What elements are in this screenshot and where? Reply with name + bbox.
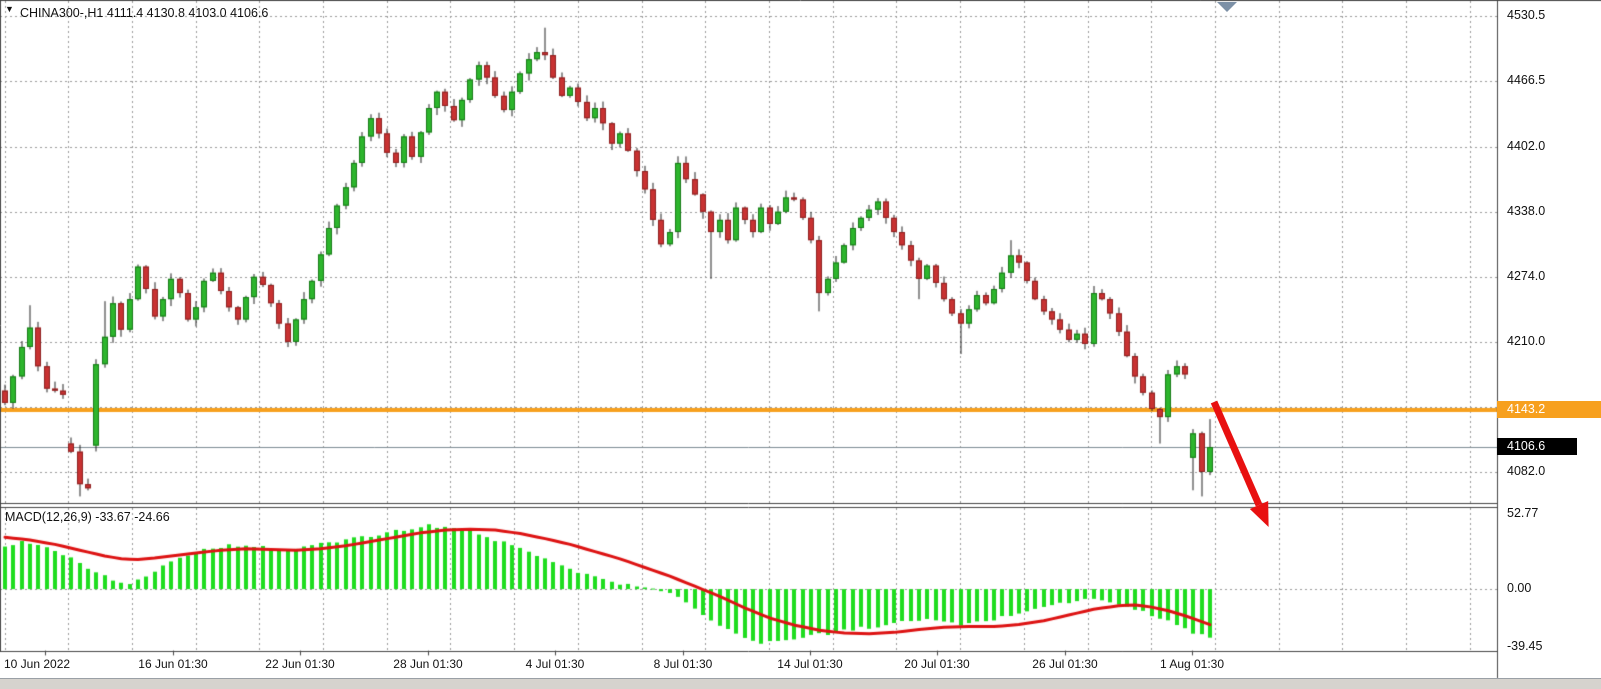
time-axis-label: 20 Jul 01:30 bbox=[904, 657, 970, 671]
chart-title-ohlc: CHINA300-,H1 4111.4 4130.8 4103.0 4106.6 bbox=[20, 6, 269, 20]
price-axis-label: 4082.0 bbox=[1507, 464, 1546, 478]
macd-indicator-label: MACD(12,26,9) -33.67 -24.66 bbox=[5, 510, 170, 524]
time-axis-label: 22 Jun 01:30 bbox=[265, 657, 335, 671]
price-axis-label: 4210.0 bbox=[1507, 333, 1546, 348]
time-axis-label: 14 Jul 01:30 bbox=[777, 657, 843, 671]
window-bottom-strip bbox=[0, 678, 1601, 689]
time-axis-label: 1 Aug 01:30 bbox=[1159, 657, 1225, 671]
time-axis-label: 4 Jul 01:30 bbox=[525, 657, 585, 671]
time-axis-label: 16 Jun 01:30 bbox=[138, 657, 208, 671]
time-axis-label: 26 Jul 01:30 bbox=[1032, 657, 1098, 671]
macd-axis-label: -39.45 bbox=[1507, 639, 1543, 653]
macd-axis-label: 52.77 bbox=[1507, 506, 1539, 520]
time-axis-label: 28 Jun 01:30 bbox=[393, 657, 463, 671]
current-price-badge: 4106.6 bbox=[1497, 438, 1577, 456]
price-axis-label: 4274.0 bbox=[1507, 268, 1546, 283]
time-axis-label: 10 Jun 2022 bbox=[4, 657, 71, 671]
scroll-position-marker-icon bbox=[1217, 2, 1237, 12]
price-axis-label: 4402.0 bbox=[1507, 138, 1546, 153]
symbol-dropdown-icon[interactable]: ▼ bbox=[5, 4, 14, 14]
price-axis-label: 4530.5 bbox=[1507, 8, 1546, 22]
macd-axis-label: 0.00 bbox=[1507, 581, 1532, 596]
price-axis-label: 4338.0 bbox=[1507, 203, 1546, 218]
price-axis-label: 4466.5 bbox=[1507, 73, 1546, 88]
time-axis-label: 8 Jul 01:30 bbox=[653, 657, 713, 671]
orange-price-badge: 4143.2 bbox=[1497, 401, 1601, 419]
